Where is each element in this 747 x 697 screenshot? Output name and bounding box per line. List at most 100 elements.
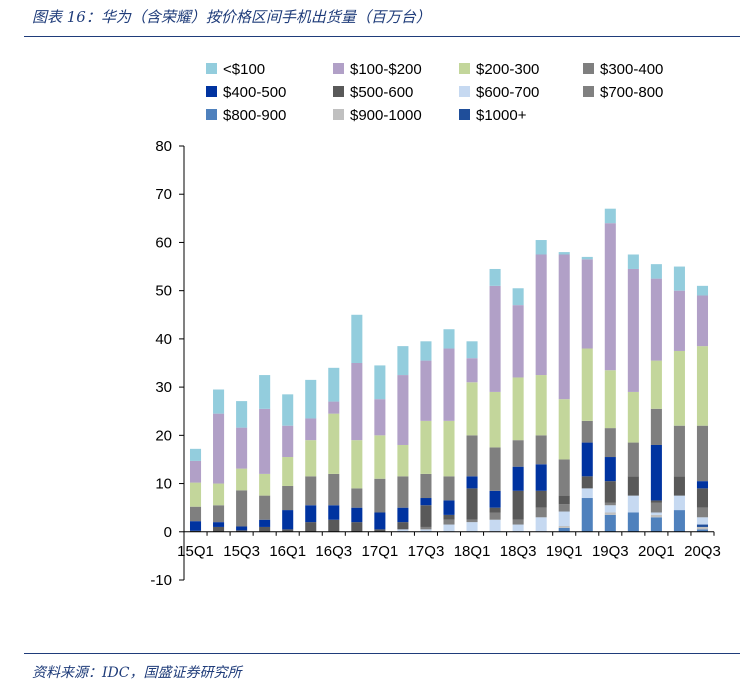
y-tick-label: 60 <box>155 234 172 251</box>
bar-segment-16Q1-9 <box>282 425 294 458</box>
bar-segment-17Q4-7 <box>443 476 455 501</box>
legend-swatch <box>333 86 344 97</box>
bar-segment-20Q2-7 <box>673 425 685 477</box>
bar-segment-17Q3-4 <box>420 526 432 530</box>
bar-segment-19Q1-1 <box>558 525 570 528</box>
title-divider <box>24 36 740 37</box>
bar-segment-17Q1-7 <box>374 478 386 513</box>
legend-label: $500-600 <box>350 84 413 101</box>
bar-segment-18Q3-10 <box>512 288 524 306</box>
bar-segment-15Q2-6 <box>213 522 225 527</box>
bar-segment-15Q3-10 <box>236 401 248 428</box>
legend-swatch <box>333 63 344 74</box>
bar-segment-18Q2-5 <box>489 507 501 513</box>
bar-segment-16Q3-6 <box>328 505 340 520</box>
bar-segment-19Q1-7 <box>558 459 570 496</box>
bar-segment-17Q2-9 <box>397 375 409 445</box>
bar-segment-19Q3-1 <box>604 512 616 515</box>
bar-segment-15Q3-5 <box>236 530 248 532</box>
bar-segment-19Q4-5 <box>627 476 639 496</box>
bar-segment-18Q4-3 <box>535 517 547 532</box>
bar-segment-18Q2-9 <box>489 285 501 392</box>
bar-segment-18Q3-6 <box>512 466 524 491</box>
legend-label: $600-700 <box>476 84 539 101</box>
bar-segment-16Q4-6 <box>351 507 363 523</box>
bar-segment-19Q1-9 <box>558 254 570 400</box>
x-tick-label: 17Q1 <box>362 543 399 560</box>
bar-segment-18Q1-8 <box>466 382 478 436</box>
bar-segment-18Q1-9 <box>466 358 478 383</box>
bar-segment-18Q1-4 <box>466 519 478 523</box>
bar-segment-18Q2-4 <box>489 512 501 520</box>
legend-label: $400-500 <box>223 84 286 101</box>
bar-segment-18Q1-7 <box>466 435 478 477</box>
legend-swatch <box>459 86 470 97</box>
bar-segment-19Q2-6 <box>581 442 593 477</box>
bar-segment-20Q3-6 <box>696 481 709 489</box>
bar-segment-20Q2-5 <box>673 476 685 496</box>
bar-segment-18Q3-3 <box>512 524 524 532</box>
legend-label: $1000+ <box>476 107 527 124</box>
bar-segment-19Q4-0 <box>627 512 639 532</box>
bar-segment-19Q1-0 <box>558 527 570 532</box>
legend-label: $800-900 <box>223 107 286 124</box>
bar-segment-20Q1-0 <box>650 517 662 532</box>
bar-segment-16Q1-5 <box>282 529 294 532</box>
bar-segment-18Q4-7 <box>535 435 547 465</box>
bar-segment-17Q1-9 <box>374 399 386 436</box>
bar-segment-16Q3-7 <box>328 473 340 506</box>
bar-segment-17Q3-6 <box>420 498 432 506</box>
legend-label: $700-800 <box>600 84 663 101</box>
y-tick-label: 50 <box>155 283 172 300</box>
bar-segment-17Q4-6 <box>443 500 455 515</box>
bar-segment-20Q2-8 <box>673 350 685 426</box>
bar-segment-15Q1-6 <box>189 521 202 531</box>
bar-segment-16Q2-6 <box>305 505 317 523</box>
x-tick-label: 19Q1 <box>546 543 583 560</box>
bar-segment-19Q3-5 <box>604 481 616 503</box>
bar-segment-18Q2-6 <box>489 490 501 508</box>
footer-divider <box>24 653 740 654</box>
bar-segment-20Q2-10 <box>673 266 685 291</box>
bar-segment-18Q1-10 <box>466 341 478 359</box>
x-tick-label: 16Q3 <box>315 543 352 560</box>
bar-segment-20Q2-9 <box>673 290 685 351</box>
bar-segment-15Q3-8 <box>236 468 248 491</box>
bar-segment-16Q1-10 <box>282 394 294 426</box>
bar-segment-15Q2-7 <box>213 505 225 523</box>
bar-segment-20Q3-0 <box>696 529 709 532</box>
legend-swatch <box>459 63 470 74</box>
bar-segment-15Q4-7 <box>259 495 271 520</box>
bar-segment-20Q1-10 <box>650 264 662 279</box>
bar-segment-19Q4-9 <box>627 268 639 392</box>
legend-label: $300-400 <box>600 61 663 78</box>
bar-segment-19Q4-10 <box>627 254 639 269</box>
bar-segment-19Q3-3 <box>604 505 616 513</box>
legend-swatch <box>206 109 217 120</box>
bar-segment-16Q3-5 <box>328 519 340 532</box>
y-tick-label: 30 <box>155 379 172 396</box>
bar-segment-16Q1-8 <box>282 457 294 486</box>
bar-segment-19Q1-3 <box>558 511 570 526</box>
bar-segment-20Q1-9 <box>650 278 662 361</box>
bar-segment-19Q3-7 <box>604 428 616 458</box>
bar-segment-17Q3-9 <box>420 360 432 421</box>
bar-segment-15Q4-5 <box>259 526 271 532</box>
bar-segment-19Q1-5 <box>558 495 570 505</box>
bar-segment-19Q3-4 <box>604 502 616 506</box>
bar-segment-19Q4-7 <box>627 442 639 477</box>
bar-segment-15Q1-9 <box>189 460 202 483</box>
bar-segment-20Q3-3 <box>696 517 709 525</box>
x-tick-label: 18Q3 <box>500 543 537 560</box>
bar-segment-17Q4-9 <box>443 348 455 421</box>
y-tick-label: 10 <box>155 476 172 493</box>
bar-segment-16Q4-10 <box>351 314 363 363</box>
y-tick-label: -10 <box>150 572 172 589</box>
bar-segment-19Q1-8 <box>558 399 570 460</box>
bar-segment-20Q3-2 <box>696 524 709 527</box>
bar-segment-17Q4-3 <box>443 524 455 532</box>
bar-segment-20Q1-1 <box>650 514 662 518</box>
legend-label: <$100 <box>223 61 265 78</box>
x-axis: 15Q1 15Q3 16Q1 16Q3 17Q1 17Q3 18Q1 18Q3 19Q1 19Q3… <box>177 531 721 560</box>
